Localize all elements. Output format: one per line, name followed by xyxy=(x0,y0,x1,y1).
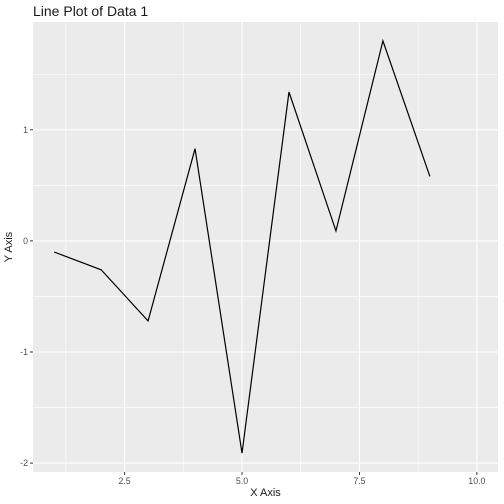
y-tick-label: 1 xyxy=(23,125,28,135)
panel-background xyxy=(33,22,498,472)
x-tick-label: 2.5 xyxy=(118,476,130,486)
x-axis-title: X Axis xyxy=(250,487,281,499)
series-line xyxy=(53,38,431,454)
x-tick-label: 7.5 xyxy=(353,476,365,486)
y-tick-label: -2 xyxy=(20,458,28,468)
x-axis-ticks: 2.5 5.0 7.5 10.0 xyxy=(118,472,486,486)
x-tick-label: 10.0 xyxy=(468,476,485,486)
chart-title: Line Plot of Data 1 xyxy=(33,3,148,19)
y-axis-title: Y Axis xyxy=(3,231,15,262)
y-tick-label: -1 xyxy=(20,347,28,357)
x-tick-label: 5.0 xyxy=(236,476,248,486)
y-tick-label: 0 xyxy=(23,236,28,246)
plot-panel xyxy=(33,22,498,472)
y-axis-ticks: -2 -1 0 1 xyxy=(20,125,33,468)
gridlines xyxy=(33,22,498,472)
series-layer xyxy=(53,38,431,454)
